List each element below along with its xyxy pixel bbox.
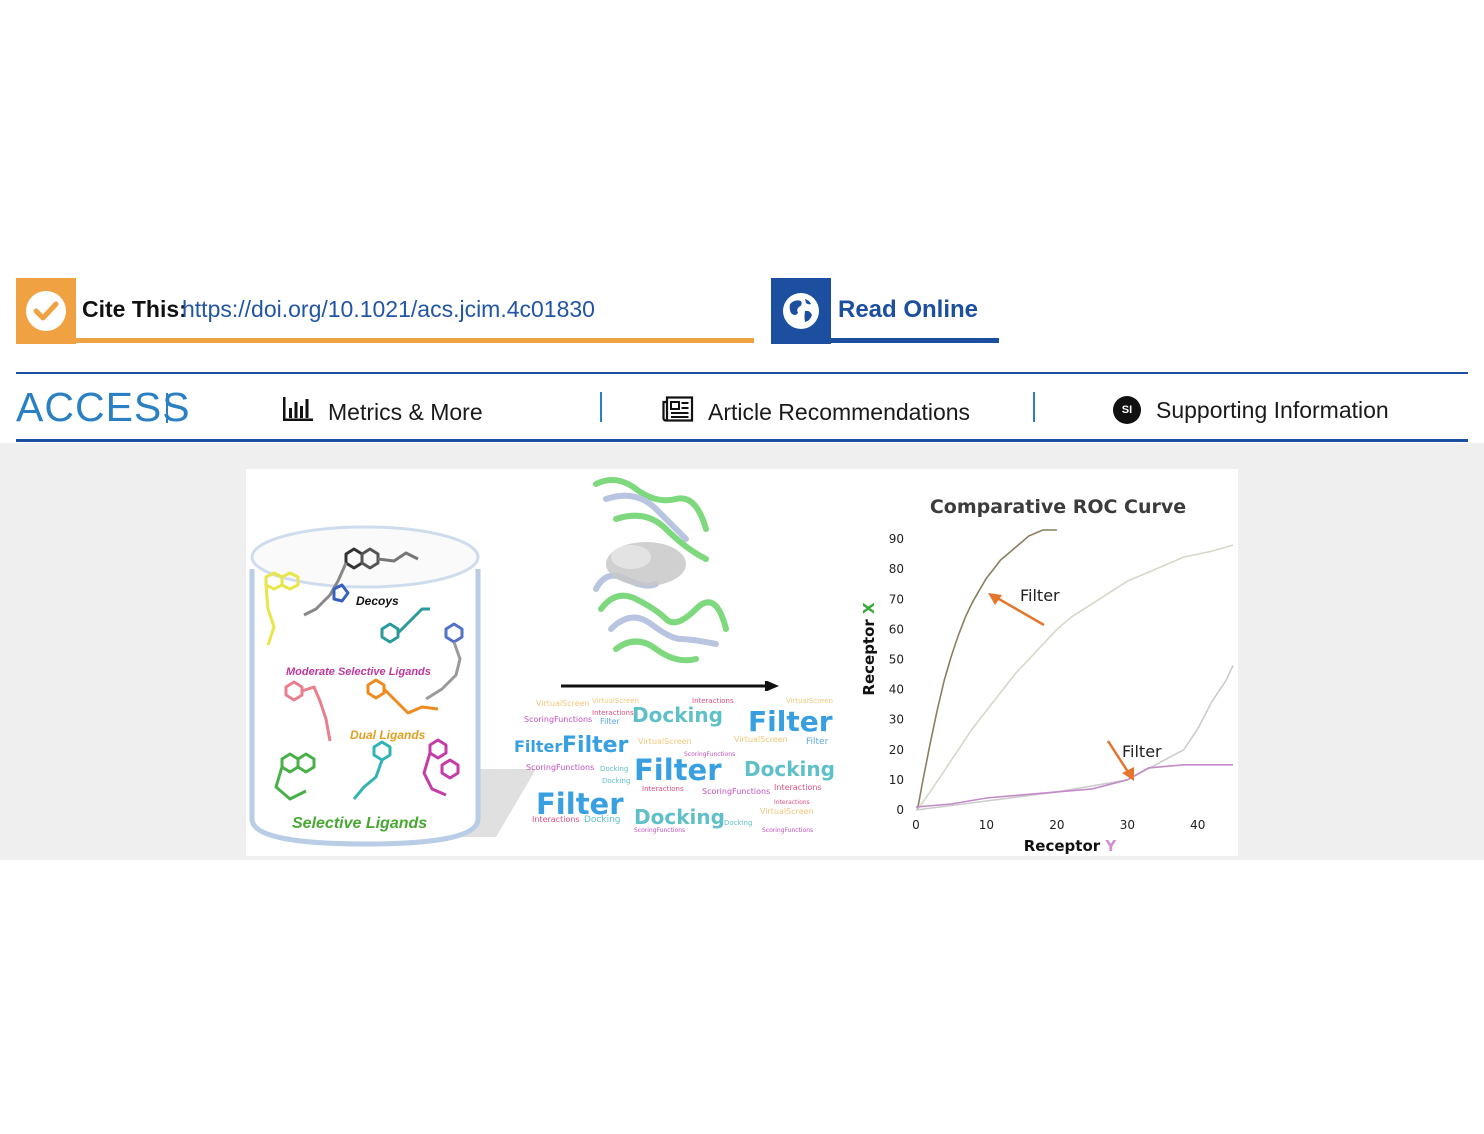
word-cloud-term: Docking: [634, 805, 725, 829]
roc-series-line-2: [916, 544, 1234, 811]
word-cloud-term: VirtualScreen: [638, 737, 692, 746]
supporting-information-link[interactable]: SI Supporting Information: [1113, 396, 1389, 424]
word-cloud-term: VirtualScreen: [536, 699, 590, 708]
supporting-information-label: Supporting Information: [1156, 396, 1389, 423]
article-recommendations-label: Article Recommendations: [708, 398, 971, 425]
protein-structure-illustration: [593, 477, 729, 664]
read-online-button[interactable]: Read Online: [771, 278, 999, 344]
x-tick-label: 30: [1120, 818, 1135, 832]
word-cloud-term: Interactions: [774, 783, 822, 792]
cite-label: Cite This:: [82, 296, 187, 322]
word-cloud-term: Docking: [602, 777, 631, 785]
toc-graphic: Decoys Moderate Selective Ligands Dual L…: [246, 469, 1238, 856]
y-tick-label: 0: [896, 803, 904, 817]
access-label: ACCESS: [16, 384, 191, 430]
word-cloud-term: ScoringFunctions: [684, 751, 736, 758]
word-cloud-term: Filter: [562, 733, 629, 758]
cite-underline: [76, 338, 754, 343]
word-cloud-term: Filter: [634, 753, 722, 787]
word-cloud-term: Interactions: [642, 785, 684, 793]
word-cloud-term: Interactions: [774, 799, 810, 806]
x-tick-label: 40: [1190, 818, 1205, 832]
word-cloud-term: Filter: [748, 705, 833, 738]
x-axis-label: Receptor Y: [1024, 837, 1118, 855]
word-cloud-term: Docking: [632, 703, 723, 727]
y-tick-label: 50: [889, 652, 904, 666]
word-cloud-term: VirtualScreen: [786, 697, 833, 705]
word-cloud-term: ScoringFunctions: [702, 787, 771, 796]
cite-this-bar: Cite This: https://doi.org/10.1021/acs.j…: [16, 278, 754, 344]
decoys-label: Decoys: [356, 594, 399, 608]
newspaper-icon: [662, 396, 694, 428]
ligand-database-illustration: Decoys Moderate Selective Ligands Dual L…: [249, 525, 536, 847]
word-cloud-term: VirtualScreen: [592, 697, 639, 705]
filter-annotation-bottom: Filter: [1122, 742, 1162, 761]
roc-series-line-4: [915, 764, 1233, 808]
metrics-more-link[interactable]: Metrics & More: [282, 396, 483, 428]
word-cloud-term: ScoringFunctions: [526, 763, 595, 772]
word-cloud: VirtualScreen VirtualScreen Interactions Vi…: [514, 695, 844, 855]
access-divider: [166, 393, 168, 423]
read-online-underline: [831, 338, 999, 343]
filter-annotation-top: Filter: [1020, 586, 1060, 605]
y-tick-label: 80: [889, 562, 904, 576]
roc-series-line-3: [915, 665, 1234, 811]
x-tick-label: 10: [979, 818, 994, 832]
word-cloud-term: VirtualScreen: [734, 735, 788, 744]
doi-link[interactable]: https://doi.org/10.1021/acs.jcim.4c01830: [182, 296, 595, 322]
y-tick-label: 30: [889, 713, 904, 727]
top-rule: [16, 372, 1468, 374]
arrow-shaft: [561, 681, 779, 691]
dual-ligands-label: Dual Ligands: [350, 728, 426, 742]
word-cloud-term: Filter: [806, 737, 829, 747]
word-cloud-term: Interactions: [592, 709, 634, 717]
metrics-more-label: Metrics & More: [328, 398, 483, 425]
x-tick-label: 0: [912, 818, 920, 832]
word-cloud-term: ScoringFunctions: [634, 827, 686, 834]
word-cloud-term: ScoringFunctions: [762, 827, 814, 834]
roc-series-line-1: [916, 529, 1057, 811]
word-cloud-term: Docking: [744, 757, 835, 781]
word-cloud-term: VirtualScreen: [760, 807, 814, 816]
y-axis-label: Receptor X: [860, 602, 878, 696]
word-cloud-term: ScoringFunctions: [524, 715, 593, 724]
y-tick-label: 20: [889, 743, 904, 757]
word-cloud-term: Docking: [600, 765, 629, 773]
word-cloud-term: Interactions: [692, 697, 734, 705]
word-cloud-term: Filter: [536, 787, 624, 821]
article-recommendations-link[interactable]: Article Recommendations: [662, 396, 970, 428]
moderate-selective-label: Moderate Selective Ligands: [286, 666, 431, 678]
roc-chart: Comparative ROC Curve 0 10 20 30 40 50 60 70 80 9…: [860, 496, 1234, 855]
bar-chart-icon: [282, 396, 314, 428]
y-tick-label: 10: [889, 773, 904, 787]
si-icon: SI: [1113, 396, 1141, 424]
x-tick-label: 20: [1049, 818, 1064, 832]
y-tick-label: 40: [889, 683, 904, 697]
y-tick-label: 70: [889, 592, 904, 606]
chart-title: Comparative ROC Curve: [930, 496, 1186, 518]
word-cloud-term: Filter: [600, 717, 620, 726]
selective-ligands-label: Selective Ligands: [292, 815, 427, 832]
checkmark-icon[interactable]: [16, 278, 76, 344]
y-tick-label: 60: [889, 622, 904, 636]
globe-icon: [771, 278, 831, 344]
word-cloud-term: Filter: [514, 737, 563, 756]
bottom-rule: [16, 439, 1468, 442]
y-tick-label: 90: [889, 532, 904, 546]
si-badge-text: SI: [1121, 404, 1133, 416]
word-cloud-term: Interactions: [532, 815, 580, 824]
nav-divider: [600, 392, 602, 422]
nav-divider: [1033, 392, 1035, 422]
word-cloud-term: Docking: [724, 819, 753, 827]
read-online-label: Read Online: [838, 296, 979, 323]
word-cloud-term: Docking: [584, 815, 621, 825]
